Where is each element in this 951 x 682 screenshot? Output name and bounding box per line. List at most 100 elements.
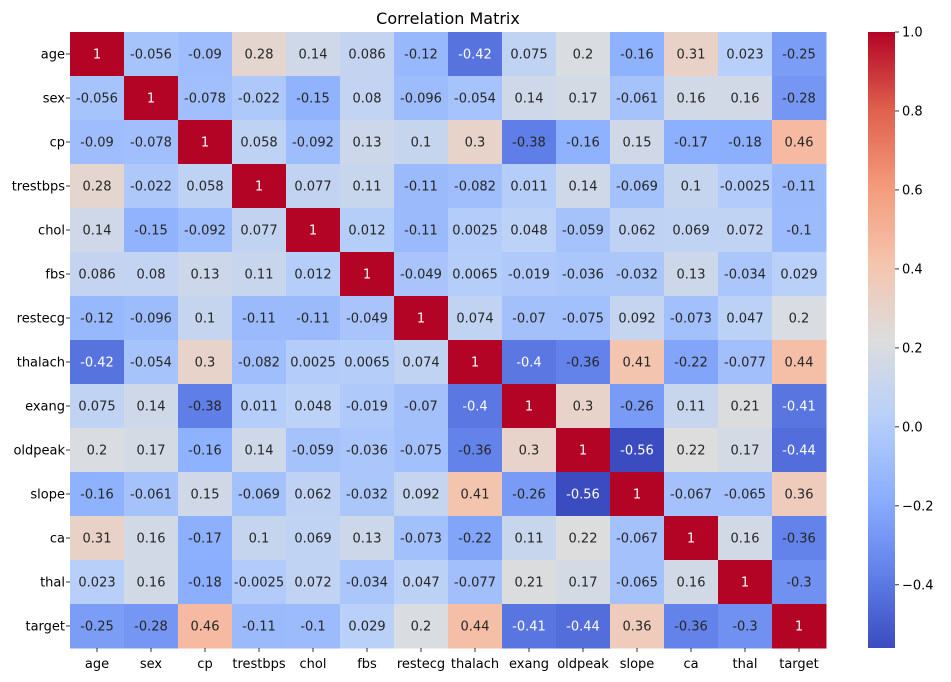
cell-value-label-trestbps-fbs: 0.11 — [353, 180, 382, 195]
heatmap-cell-target-fbs — [340, 604, 395, 649]
heatmap-cell-cp-oldpeak — [556, 120, 611, 165]
heatmap-cell-chol-age — [70, 208, 125, 253]
cell-value-label-ca-oldpeak: 0.22 — [569, 532, 598, 547]
cell-value-label-chol-thalach: 0.0025 — [452, 224, 498, 239]
heatmap-cell-age-cp — [178, 32, 233, 77]
cell-value-label-cp-fbs: 0.13 — [353, 136, 382, 151]
cell-value-label-restecg-sex: -0.096 — [130, 312, 172, 327]
cell-value-label-ca-restecg: -0.073 — [400, 532, 442, 547]
x-tick-label-sex: sex — [140, 657, 163, 672]
heatmap-cell-ca-fbs — [340, 516, 395, 561]
heatmap-cell-age-exang — [502, 32, 557, 77]
heatmap-cell-chol-target — [772, 208, 827, 253]
heatmap-cell-chol-thalach — [448, 208, 503, 253]
heatmap-cell-thal-restecg — [394, 560, 449, 605]
cell-value-label-cp-trestbps: 0.058 — [240, 136, 277, 151]
heatmap-cell-fbs-fbs — [340, 252, 395, 297]
heatmap-cell-thal-trestbps — [232, 560, 287, 605]
cell-value-label-exang-fbs: -0.019 — [346, 400, 388, 415]
cell-value-label-oldpeak-thalach: -0.36 — [458, 444, 492, 459]
cell-value-label-thalach-cp: 0.3 — [195, 356, 216, 371]
cell-value-label-chol-ca: 0.069 — [672, 224, 709, 239]
cell-value-label-ca-thal: 0.16 — [731, 532, 760, 547]
y-tick-label-thal: thal — [40, 576, 65, 591]
cell-value-label-thalach-chol: 0.0025 — [290, 356, 336, 371]
heatmap-cell-oldpeak-cp — [178, 428, 233, 473]
cell-value-label-restecg-chol: -0.11 — [296, 312, 330, 327]
heatmap-cell-fbs-ca — [664, 252, 719, 297]
cell-value-label-fbs-restecg: -0.049 — [400, 268, 442, 283]
heatmap-cell-fbs-restecg — [394, 252, 449, 297]
cell-value-label-thal-chol: 0.072 — [294, 576, 331, 591]
heatmap-cell-cp-chol — [286, 120, 341, 165]
cell-value-label-cp-exang: -0.38 — [512, 136, 546, 151]
heatmap-cell-chol-chol — [286, 208, 341, 253]
cell-value-label-restecg-slope: 0.092 — [618, 312, 655, 327]
heatmap-cell-thalach-restecg — [394, 340, 449, 385]
cell-value-label-chol-exang: 0.048 — [510, 224, 547, 239]
heatmap-cell-restecg-fbs — [340, 296, 395, 341]
cell-value-label-slope-target: 0.36 — [785, 488, 814, 503]
heatmap-cell-ca-cp — [178, 516, 233, 561]
heatmap-cell-restecg-target — [772, 296, 827, 341]
cell-value-label-exang-slope: -0.26 — [620, 400, 654, 415]
cell-value-label-sex-thal: 0.16 — [731, 92, 760, 107]
cell-value-label-slope-ca: -0.067 — [670, 488, 712, 503]
heatmap-cell-trestbps-cp — [178, 164, 233, 209]
heatmap-cell-thal-age — [70, 560, 125, 605]
cell-value-label-thal-restecg: 0.047 — [402, 576, 439, 591]
cell-value-label-restecg-oldpeak: -0.075 — [562, 312, 604, 327]
cell-value-label-thal-age: 0.023 — [78, 576, 115, 591]
cell-value-label-target-exang: -0.41 — [512, 620, 546, 635]
heatmap-cell-slope-exang — [502, 472, 557, 517]
cell-value-label-oldpeak-sex: 0.17 — [137, 444, 166, 459]
cell-value-label-age-target: -0.25 — [782, 48, 816, 63]
cell-value-label-cp-thal: -0.18 — [728, 136, 762, 151]
cell-value-label-thal-ca: 0.16 — [677, 576, 706, 591]
heatmap-cell-thalach-target — [772, 340, 827, 385]
cell-value-label-restecg-exang: -0.07 — [512, 312, 546, 327]
cell-value-label-target-trestbps: -0.11 — [242, 620, 276, 635]
cell-value-label-chol-chol: 1 — [309, 224, 317, 239]
cell-value-label-sex-target: -0.28 — [782, 92, 816, 107]
heatmap-cell-chol-trestbps — [232, 208, 287, 253]
cell-value-label-oldpeak-ca: 0.22 — [677, 444, 706, 459]
heatmap-cell-thal-oldpeak — [556, 560, 611, 605]
heatmap-cell-fbs-chol — [286, 252, 341, 297]
heatmap-cell-exang-cp — [178, 384, 233, 429]
cell-value-label-thalach-exang: -0.4 — [516, 356, 541, 371]
cell-value-label-fbs-oldpeak: -0.036 — [562, 268, 604, 283]
cell-value-label-ca-ca: 1 — [687, 532, 695, 547]
cell-value-label-thalach-sex: -0.054 — [130, 356, 172, 371]
x-tick-label-cp: cp — [197, 657, 212, 672]
heatmap-cell-thalach-exang — [502, 340, 557, 385]
cell-value-label-trestbps-ca: 0.1 — [681, 180, 702, 195]
cell-value-label-sex-age: -0.056 — [76, 92, 118, 107]
heatmap-cell-target-thal — [718, 604, 773, 649]
x-tick-label-oldpeak: oldpeak — [557, 657, 609, 672]
heatmap-cell-restecg-slope — [610, 296, 665, 341]
cell-value-label-slope-chol: 0.062 — [294, 488, 331, 503]
cell-value-label-chol-oldpeak: -0.059 — [562, 224, 604, 239]
heatmap-cell-oldpeak-fbs — [340, 428, 395, 473]
cell-value-label-thal-slope: -0.065 — [616, 576, 658, 591]
cell-value-label-chol-age: 0.14 — [83, 224, 112, 239]
heatmap-cell-oldpeak-chol — [286, 428, 341, 473]
heatmap-cell-target-chol — [286, 604, 341, 649]
heatmap-cell-sex-cp — [178, 76, 233, 121]
heatmap-cell-age-chol — [286, 32, 341, 77]
cell-value-label-oldpeak-slope: -0.56 — [620, 444, 654, 459]
cell-value-label-slope-restecg: 0.092 — [402, 488, 439, 503]
heatmap-cell-chol-cp — [178, 208, 233, 253]
heatmap-cell-ca-chol — [286, 516, 341, 561]
cell-value-label-cp-thalach: 0.3 — [465, 136, 486, 151]
heatmap-cell-age-sex — [124, 32, 179, 77]
heatmap-cell-cp-sex — [124, 120, 179, 165]
heatmap-cell-ca-sex — [124, 516, 179, 561]
cell-value-label-thalach-fbs: 0.0065 — [344, 356, 390, 371]
cell-value-label-age-ca: 0.31 — [677, 48, 706, 63]
cell-value-label-thalach-ca: -0.22 — [674, 356, 708, 371]
colorbar-gradient — [868, 32, 895, 648]
heatmap-cell-slope-cp — [178, 472, 233, 517]
